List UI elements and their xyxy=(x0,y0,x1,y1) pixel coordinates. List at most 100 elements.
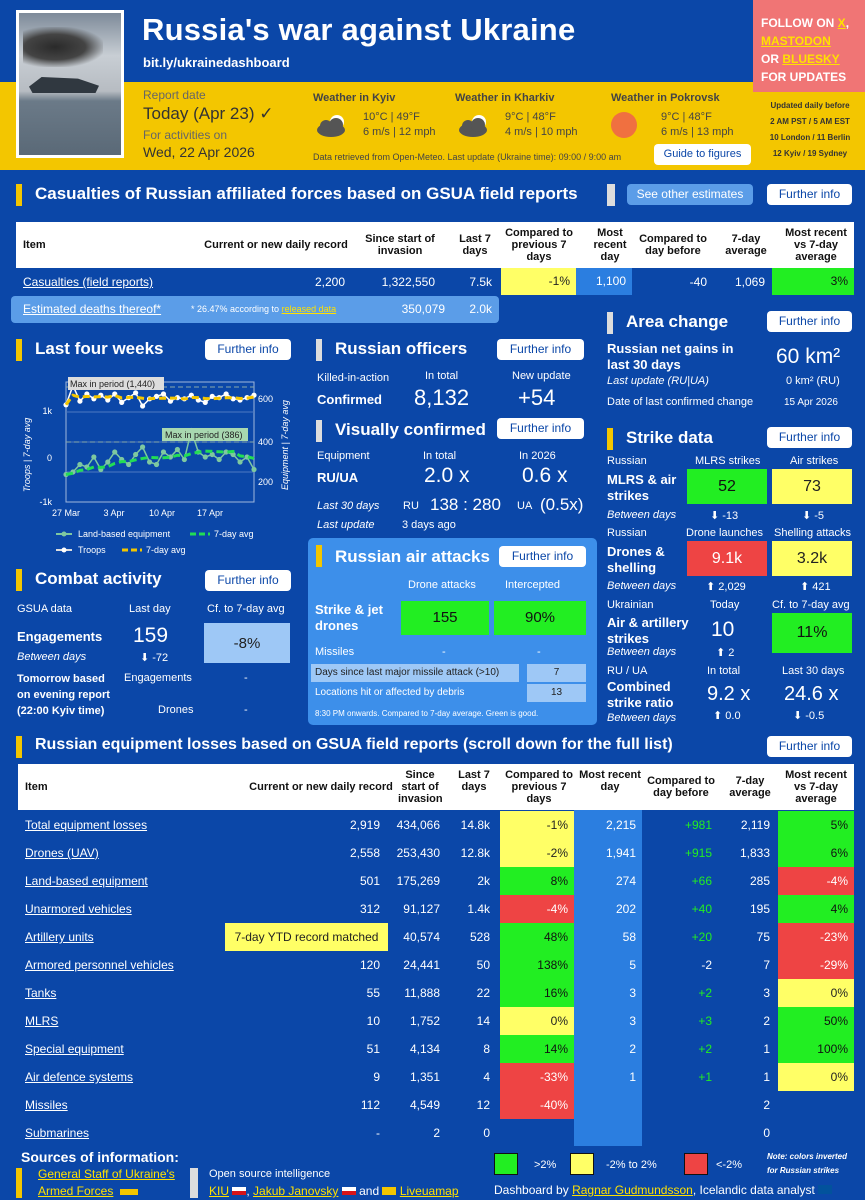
row-vs: -23% xyxy=(778,923,854,951)
deaths-since: 350,079 xyxy=(401,302,445,316)
row-cmp: 16% xyxy=(500,979,574,1007)
row-daily: 2,558 xyxy=(349,846,380,860)
locations-label: Locations hit or affected by debris xyxy=(315,687,465,698)
gsua-link[interactable]: General Staff of Ukraine's xyxy=(38,1167,175,1181)
last-confirmed-value: 15 Apr 2026 xyxy=(784,397,838,408)
row-recent: 2,215 xyxy=(605,818,636,832)
mlrs-delta: ⬇ -13 xyxy=(710,510,739,522)
last-update-value: 3 days ago xyxy=(402,519,456,531)
row-item-link[interactable]: Artillery units xyxy=(25,930,94,944)
drone-header: Drone launches xyxy=(686,527,764,539)
between-days-label: Between days xyxy=(607,712,677,724)
row-last7: 4 xyxy=(483,1070,490,1084)
row-daily: 501 xyxy=(359,874,380,888)
row-vs xyxy=(778,1091,854,1119)
dashboard-url[interactable]: bit.ly/ukrainedashboard xyxy=(143,55,290,70)
kiu-link[interactable]: KIU xyxy=(209,1184,230,1198)
air-delta: ⬇ -5 xyxy=(802,510,825,522)
released-data-link[interactable]: released data xyxy=(281,304,337,314)
row-since: 1,752 xyxy=(409,1014,440,1028)
row-item-link[interactable]: Special equipment xyxy=(25,1042,124,1056)
record-badge: 7-day YTD record matched xyxy=(225,923,388,951)
cloud-sun-icon xyxy=(459,115,487,137)
further-info-button[interactable]: Further info xyxy=(767,736,852,757)
row-item-link[interactable]: Tanks xyxy=(25,986,57,1000)
row-since: 253,430 xyxy=(396,846,440,860)
row-item-link[interactable]: MLRS xyxy=(25,1014,59,1028)
area-last-update-value: 0 km² (RU) xyxy=(786,375,840,387)
further-info-button[interactable]: Further info xyxy=(205,570,291,591)
locations-value: 13 xyxy=(527,684,586,702)
janovsky-link[interactable]: Jakub Janovsky xyxy=(253,1184,339,1198)
weather-title: Weather in Kyiv xyxy=(313,92,396,104)
row-vs: 0% xyxy=(778,979,854,1007)
row-cmp: 138% xyxy=(500,951,574,979)
row-vs: 6% xyxy=(778,839,854,867)
row-item-link[interactable]: Air defence systems xyxy=(25,1070,134,1084)
deaths-note-text: * 26.47% according to xyxy=(191,304,280,314)
row-item-link[interactable]: Land-based equipment xyxy=(25,874,148,888)
ua-label: UA xyxy=(517,500,533,512)
guide-button[interactable]: Guide to figures xyxy=(654,144,751,165)
legend-yellow: -2% to 2% xyxy=(606,1159,657,1171)
follow-mastodon-link[interactable]: MASTODON xyxy=(761,34,831,48)
row-recent: 1,941 xyxy=(605,846,636,860)
update-line: 12 Kyiv / 19 Sydney xyxy=(772,149,848,158)
weather-wind: 6 m/s | 12 mph xyxy=(363,126,436,138)
row-item-link[interactable]: Armored personnel vehicles xyxy=(25,958,174,972)
equipment-point xyxy=(202,454,208,460)
row-last7: 12.8k xyxy=(460,846,490,860)
ukraine-flag-icon xyxy=(120,1189,138,1195)
table-row: Unarmored vehicles 312 91,127 1.4k -4% 202 +40… xyxy=(18,895,854,923)
legend-equipment-dot xyxy=(61,531,67,537)
gsua-link-2[interactable]: Armed Forces xyxy=(38,1184,114,1198)
mlrs-value: 52 xyxy=(687,469,767,504)
further-info-button[interactable]: Further info xyxy=(499,546,586,567)
further-info-button[interactable]: Further info xyxy=(767,427,852,448)
follow-x-link[interactable]: X xyxy=(837,16,846,30)
row-item-link[interactable]: Missiles xyxy=(25,1098,68,1112)
liveuamap-link[interactable]: Liveuamap xyxy=(399,1184,459,1198)
further-info-button[interactable]: Further info xyxy=(497,339,584,360)
confirmed-label: Confirmed xyxy=(317,392,382,407)
table-row: Missiles 112 4,549 12 -40% 2 xyxy=(18,1091,854,1119)
photo-smoke xyxy=(23,27,103,67)
row-item-link[interactable]: Submarines xyxy=(25,1126,90,1140)
sources-label: Sources of information: xyxy=(21,1149,179,1165)
further-info-button[interactable]: Further info xyxy=(767,311,852,332)
troops-point xyxy=(167,398,174,404)
row-vs: -29% xyxy=(778,951,854,979)
row-cmp xyxy=(500,1119,574,1147)
section-bar xyxy=(16,569,22,591)
row-item-link[interactable]: Unarmored vehicles xyxy=(25,902,132,916)
row-vs: -4% xyxy=(778,867,854,895)
equipment-point xyxy=(209,451,215,458)
legend-green-swatch xyxy=(494,1153,518,1175)
further-info-button[interactable]: Further info xyxy=(767,184,852,205)
combined-last30-delta: ⬇ -0.5 xyxy=(793,710,825,722)
deaths-link[interactable]: Estimated deaths thereof* xyxy=(23,302,162,316)
tomorrow-label: Tomorrow based on evening report (22:00 … xyxy=(17,673,110,717)
author-link[interactable]: Ragnar Gudmundsson xyxy=(572,1183,693,1197)
net-gains-value: 60 km² xyxy=(776,345,841,368)
row-item-link[interactable]: Drones (UAV) xyxy=(25,846,99,860)
other-estimates-button[interactable]: See other estimates xyxy=(627,184,753,205)
row-since: 11,888 xyxy=(404,986,440,1000)
row-cmp: 8% xyxy=(500,867,574,895)
table-row: Submarines - 2 0 0 xyxy=(18,1119,854,1147)
follow-bluesky-link[interactable]: BLUESKY xyxy=(782,52,840,66)
further-info-button[interactable]: Further info xyxy=(497,418,584,439)
col-daily: Current or new daily record xyxy=(249,781,393,793)
section-bar xyxy=(16,339,22,361)
row-item-link[interactable]: Total equipment losses xyxy=(25,818,148,832)
xtick: 27 Mar xyxy=(52,508,80,518)
engagements-value: 159 xyxy=(133,624,169,647)
dashboard-header: Russia's war against Ukraine bit.ly/ukra… xyxy=(0,0,865,170)
further-info-button[interactable]: Further info xyxy=(205,339,291,360)
section-title: Russian equipment losses based on GSUA f… xyxy=(35,736,673,753)
troops-point xyxy=(230,396,236,402)
between-days-value: ⬇ -72 xyxy=(140,652,169,664)
between-days-label: Between days xyxy=(607,646,677,658)
troops-point xyxy=(105,397,111,403)
casualties-link[interactable]: Casualties (field reports) xyxy=(23,275,154,289)
